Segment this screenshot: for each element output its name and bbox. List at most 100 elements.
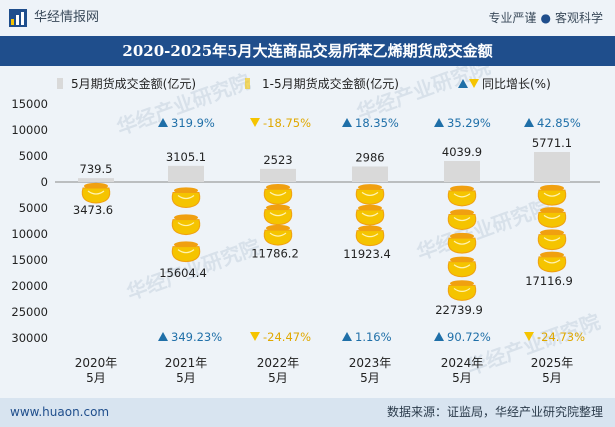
growth-down-arrow-icon [524,332,534,341]
y-tick-label: 5000 [19,149,48,163]
tagline-dot: ● [540,11,551,25]
growth-label-ytd: 1.16% [355,330,392,344]
pot-shine [543,259,561,264]
growth-label-monthly: 319.9% [171,116,215,130]
x-tick-label-line: 5月 [268,371,288,385]
pot-body [355,209,385,226]
title-bar: 2020-2025年5月大连商品交易所苯乙烯期货成交金额 [0,36,615,66]
pot-shine [87,190,105,195]
pot-shine [177,222,195,227]
gold-pot-icon [171,187,201,209]
bar-monthly [444,160,480,182]
footer-source: 数据来源：证监局，华经产业研究院整理 [386,405,603,419]
gold-pot-icon [447,185,477,207]
chart-title: 2020-2025年5月大连商品交易所苯乙烯期货成交金额 [122,42,493,60]
pot-shine [177,249,195,254]
y-tick-label: 5000 [19,201,48,215]
pot-shine [269,191,287,196]
y-tick-label: 15000 [11,97,48,111]
x-tick-label-line: 5月 [176,371,196,385]
growth-up-arrow-icon [434,118,444,127]
growth-up-arrow-icon [158,332,168,341]
gold-pot-icon [263,184,293,205]
x-tick-label-line: 2021年 [165,356,208,370]
legend-label-series-1: 5月期货成交金额(亿元) [71,76,196,91]
x-tick-label-line: 5月 [86,371,106,385]
pot-shine [361,191,379,196]
gold-pot-icon [537,229,567,251]
gold-pot-icon [447,280,477,301]
tagline-right: 客观科学 [554,11,603,25]
watermark-text: 华经产业研究院 [414,194,554,264]
data-label-ytd: 17116.9 [525,274,573,288]
pot-shine [453,216,471,222]
pot-shine [543,192,561,197]
site-name: 华经情报网 [34,10,100,25]
pot-shine [177,195,195,200]
data-label-ytd: 22739.9 [435,303,483,317]
footer-url[interactable]: www.huaon.com [10,405,110,419]
data-label-monthly: 4039.9 [442,145,482,159]
growth-label-ytd: -24.73% [537,330,585,344]
pot-body [447,190,477,207]
pot-body [263,229,293,246]
bar-group [78,151,570,182]
y-tick-label: 10000 [11,123,48,137]
y-axis: 15000 10000 5000 0 5000 10000 15000 20000 25000 3… [11,97,600,345]
pot-shine [269,232,287,237]
growth-label-ytd: -24.47% [263,330,311,344]
tagline-left: 专业严谨 [488,11,537,25]
data-label-monthly: 2986 [355,150,384,164]
y-tick-label: 10000 [11,227,48,241]
growth-label-ytd: 90.72% [447,330,491,344]
gold-pot-icon [447,256,477,278]
legend-up-arrow-icon [458,79,468,88]
pot-shine [269,212,287,217]
growth-label-ytd: 349.23% [171,330,222,344]
pot-body [537,234,567,251]
pot-body [355,230,385,247]
legend-label-series-2: 1-5月期货成交金额(亿元) [262,76,399,91]
pot-body [171,219,201,236]
bar-monthly [78,178,114,182]
pot-shine [543,214,561,219]
y-tick-label: 25000 [11,305,48,319]
pot-shine [453,287,471,293]
x-tick-label-line: 2024年 [441,356,484,370]
pot-body [447,284,477,301]
legend-down-arrow-icon [469,79,479,88]
bar-monthly [534,151,570,182]
tagline: 专业严谨 ● 客观科学 [488,8,603,28]
legend-label-growth: 同比增长(%) [482,77,551,91]
data-label-ytd: 3473.6 [73,203,113,217]
x-tick-label-line: 2020年 [75,356,118,370]
pot-body [81,187,111,204]
pot-body [171,192,201,209]
growth-up-arrow-icon [342,332,352,341]
gold-pot-icon [537,184,567,206]
growth-up-arrow-icon [434,332,444,341]
growth-up-arrow-icon [158,118,168,127]
pot-body [537,189,567,206]
gold-pot-icon [355,225,385,247]
gold-pot-icon [171,214,201,236]
pot-body [355,188,385,205]
pot-body [171,246,201,263]
pot-body [537,256,567,273]
x-tick-label-line: 5月 [542,371,562,385]
growth-down-arrow-icon [250,332,260,341]
growth-label-monthly: 35.29% [447,116,491,130]
x-tick-label: 2020年 5月 [75,356,118,385]
legend-swatch-series-2 [245,78,250,89]
gold-pot-icon [355,184,385,205]
growth-up-arrow-icon [524,118,534,127]
x-tick-label-line: 2022年 [257,356,300,370]
growth-up-arrow-icon [342,118,352,127]
x-tick-label: 2023年 5月 [349,356,392,385]
x-tick-label-line: 2025年 [531,356,574,370]
gold-pot-icon [355,204,385,226]
gold-pot-icon [171,241,201,263]
gold-pot-icon [447,232,477,254]
pot-shine [453,193,471,198]
